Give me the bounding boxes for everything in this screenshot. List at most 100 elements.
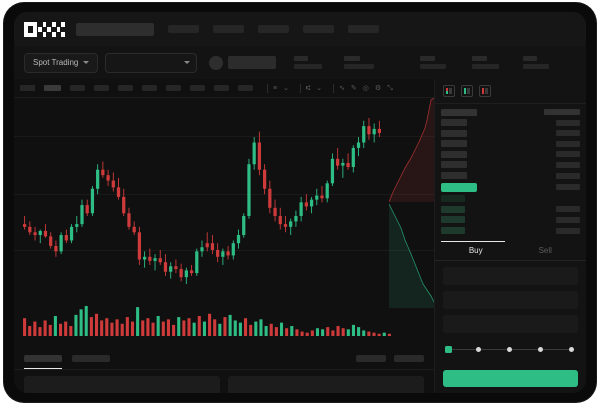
orderbook-row-ask[interactable]: [441, 140, 580, 148]
tab-sell[interactable]: Sell: [538, 245, 552, 255]
sub-header: Spot Trading: [14, 46, 586, 79]
timeframe-button-7[interactable]: [166, 85, 181, 91]
tab-order-history[interactable]: [72, 355, 110, 362]
col-price: [441, 108, 477, 116]
chevron-down-icon-2[interactable]: ⌄: [316, 84, 323, 92]
orderbook-row-bid[interactable]: [441, 195, 580, 203]
chart-toolbar: ≡ ⌄ ⑆ ⌄ ∿ ✎ ◎ ⚙ ⤡: [14, 79, 434, 98]
bid-price: [441, 216, 465, 224]
amount-slider[interactable]: [445, 345, 576, 355]
ask-price: [441, 140, 467, 148]
pencil-icon[interactable]: ✎: [350, 84, 357, 92]
app-header: [14, 12, 586, 46]
toolbar-divider: [299, 83, 301, 93]
stat-label: [344, 56, 361, 61]
bid-price: [441, 195, 465, 203]
stat-value: [344, 64, 375, 69]
orderbook-row-ask[interactable]: [441, 119, 580, 127]
volume-chart: [14, 298, 434, 344]
nav-item-4[interactable]: [303, 25, 334, 33]
orderbook-header-row: [441, 108, 580, 116]
orderbook-row-bid[interactable]: [441, 227, 580, 235]
nav-item-3[interactable]: [258, 25, 289, 33]
nav-item-5[interactable]: [348, 25, 379, 33]
ask-price: [441, 150, 467, 158]
tab-open-orders[interactable]: [24, 355, 62, 369]
slider-step-75[interactable]: [538, 346, 543, 352]
chevron-down-icon: [83, 61, 90, 64]
timeframe-button-4[interactable]: [94, 85, 109, 91]
slider-step-100[interactable]: [569, 346, 574, 352]
slider-step-25[interactable]: [476, 346, 481, 352]
pair-select-dropdown[interactable]: [105, 52, 198, 73]
nav-item-2[interactable]: [213, 25, 244, 33]
bid-size: [556, 206, 580, 213]
ask-price: [441, 172, 467, 180]
trade-form-tabs: Buy Sell: [435, 240, 586, 261]
submit-buy-button[interactable]: [443, 370, 578, 387]
bid-size: [556, 227, 580, 234]
timeframe-button-1[interactable]: [20, 85, 35, 91]
total-field[interactable]: [443, 314, 578, 333]
fullscreen-icon[interactable]: ⤡: [387, 84, 393, 92]
timeframe-button-6[interactable]: [142, 85, 157, 91]
settings-gear-icon[interactable]: ⚙: [374, 84, 382, 92]
orderbook-view-toggles: [435, 79, 586, 104]
avatar[interactable]: [209, 55, 224, 70]
orders-action-1[interactable]: [356, 355, 386, 362]
nav-item-active[interactable]: [76, 22, 154, 36]
logo-letter-k: [38, 21, 51, 37]
camera-icon[interactable]: ◎: [362, 84, 369, 92]
ask-size: [556, 151, 580, 158]
device-frame: Spot Trading: [4, 3, 596, 402]
timeframe-button-9[interactable]: [214, 85, 229, 91]
orderbook-asks-icon[interactable]: [479, 85, 491, 97]
orderbook-row-ask[interactable]: [441, 161, 580, 169]
stat-label: [420, 56, 436, 61]
orderbook-rows: [435, 104, 586, 235]
indicators-icon[interactable]: ⑆: [305, 84, 311, 92]
orders-card-left[interactable]: [24, 376, 220, 393]
toolbar-divider: [267, 83, 268, 93]
orders-card-right[interactable]: [228, 376, 424, 393]
bid-price: [441, 205, 465, 213]
wave-line-icon[interactable]: ∿: [339, 84, 345, 92]
timeframe-button-5[interactable]: [118, 85, 133, 91]
slider-handle[interactable]: [445, 345, 452, 353]
stat-value: [294, 64, 323, 69]
trading-mode-dropdown[interactable]: Spot Trading: [24, 52, 99, 73]
candlestick-series: [22, 118, 381, 284]
price-field[interactable]: [443, 266, 578, 285]
orderbook-row-bid[interactable]: [441, 216, 580, 224]
orderbook-bids-icon[interactable]: [461, 85, 473, 97]
okx-logo[interactable]: [24, 21, 65, 37]
stat-label: [294, 56, 309, 61]
ask-size: [556, 119, 580, 126]
orderbook-row-ask[interactable]: [441, 129, 580, 137]
tab-buy[interactable]: Buy: [468, 245, 483, 255]
timeframe-button-8[interactable]: [190, 85, 205, 91]
orderbook-both-icon[interactable]: [443, 85, 455, 97]
nav-item-1[interactable]: [168, 25, 199, 33]
timeframe-button-2[interactable]: [44, 85, 61, 91]
timeframe-button-10[interactable]: [238, 85, 253, 91]
orderbook-row-ask[interactable]: [441, 150, 580, 158]
orders-action-2[interactable]: [394, 355, 424, 362]
bid-price: [441, 227, 465, 235]
bid-size: [556, 216, 580, 223]
market-depth-overlay: [389, 98, 434, 308]
logo-letter-x: [52, 21, 65, 37]
stat-label: [472, 56, 488, 61]
candlestick-chart-icon[interactable]: ≡: [273, 84, 278, 92]
col-size: [544, 109, 580, 115]
ask-size: [556, 161, 580, 168]
chevron-down-icon[interactable]: ⌄: [283, 84, 289, 92]
amount-field[interactable]: [443, 290, 578, 309]
orderbook-row-bid[interactable]: [441, 205, 580, 213]
price-chart[interactable]: [14, 98, 434, 308]
timeframe-button-3[interactable]: [70, 85, 85, 91]
slider-step-50[interactable]: [507, 346, 512, 352]
orderbook-row-ask[interactable]: [441, 172, 580, 180]
stat-value: [472, 64, 500, 69]
ask-price: [441, 129, 467, 137]
